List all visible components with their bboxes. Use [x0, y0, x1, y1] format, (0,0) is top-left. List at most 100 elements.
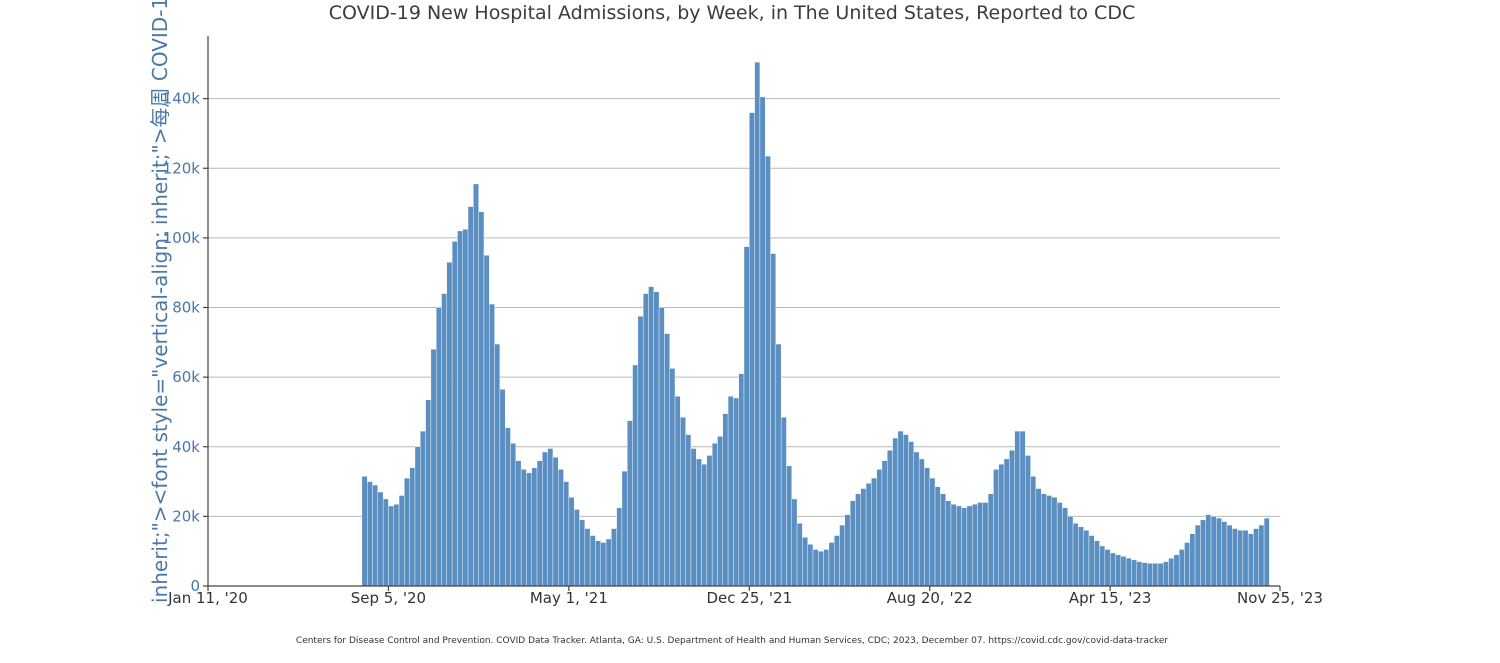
bar [818, 550, 824, 587]
bars [361, 61, 1270, 587]
bar [372, 484, 379, 587]
bar [849, 500, 856, 587]
bar [398, 495, 405, 587]
bar [1136, 561, 1143, 587]
bar [897, 430, 904, 587]
y-tick-label: 0 [190, 577, 200, 595]
bar [1210, 516, 1217, 587]
bar [1168, 557, 1175, 587]
bar [547, 448, 554, 587]
bar [494, 343, 501, 587]
bar [409, 467, 416, 587]
x-tick-label: May 1, '21 [530, 589, 608, 607]
bar [1184, 542, 1190, 587]
bar [648, 286, 654, 587]
bar [887, 450, 893, 587]
bar [993, 469, 999, 587]
bar [727, 396, 734, 587]
bar [568, 497, 575, 587]
bar [1178, 549, 1185, 587]
bar [1030, 476, 1037, 587]
bar [627, 420, 633, 587]
bar [1009, 450, 1015, 587]
bar [430, 349, 437, 587]
bar [579, 519, 585, 587]
bar [382, 498, 389, 587]
bar [377, 491, 384, 587]
bar [1109, 552, 1116, 587]
y-tick-label: 20k [172, 507, 200, 525]
bar [446, 262, 453, 587]
bar [998, 463, 1005, 587]
bar [393, 504, 400, 587]
bar [436, 307, 442, 587]
bar [701, 463, 708, 587]
bar [711, 443, 718, 587]
bar [1226, 524, 1233, 587]
bar [404, 477, 410, 587]
x-tick-label: Nov 25, '23 [1237, 589, 1323, 607]
bar [903, 434, 909, 587]
bar [690, 448, 697, 587]
bar [600, 542, 607, 587]
bar [1062, 507, 1068, 587]
bar [642, 293, 649, 587]
bar [717, 436, 723, 587]
bar [807, 544, 814, 587]
y-tick-labels: 0 20k 40k 60k 80k 100k 120k 140k [163, 90, 208, 595]
y-axis-label: inherit;"><font style="vertical-align: i… [148, 0, 172, 603]
bar [499, 389, 506, 587]
bar [1131, 559, 1137, 587]
y-tick-label: 80k [172, 299, 200, 317]
bar [1056, 502, 1063, 587]
bar [913, 451, 920, 587]
bar [1115, 554, 1121, 587]
bar [796, 523, 803, 587]
bar [637, 316, 644, 587]
bar [674, 396, 681, 587]
bar [510, 443, 517, 587]
bar [680, 416, 686, 587]
bar [1003, 458, 1010, 587]
bar [1072, 523, 1079, 587]
bar [972, 504, 978, 587]
bar [1205, 514, 1212, 587]
bar [982, 502, 989, 587]
bar [1025, 455, 1031, 587]
x-tick-label: Apr 15, '23 [1069, 589, 1152, 607]
bar [1216, 517, 1222, 587]
bar [589, 535, 596, 587]
bar [457, 230, 463, 587]
bar [542, 451, 548, 587]
bar [945, 500, 952, 587]
bar [834, 535, 840, 587]
x-tick-label: Dec 25, '21 [706, 589, 792, 607]
bar [611, 528, 617, 587]
bar [616, 507, 623, 587]
bar [1099, 545, 1106, 587]
bar [1088, 535, 1095, 587]
bar [451, 241, 458, 587]
bar [558, 469, 564, 587]
bar [987, 493, 994, 587]
bar [473, 183, 479, 587]
bar [504, 427, 511, 587]
bar [881, 460, 888, 587]
bar [743, 246, 750, 587]
bar [860, 488, 867, 587]
bar [1253, 528, 1259, 587]
bar [780, 416, 787, 587]
bar [918, 458, 925, 587]
bar [876, 469, 883, 587]
y-tick-label: 100k [163, 229, 201, 247]
bar [573, 509, 580, 587]
bar [706, 455, 713, 587]
bar [462, 228, 469, 587]
bar [908, 441, 915, 587]
bar [1152, 563, 1159, 587]
bar [483, 255, 490, 587]
bar [839, 524, 846, 587]
x-tick-label: Jan 11, '20 [167, 589, 248, 607]
bar [515, 460, 522, 587]
